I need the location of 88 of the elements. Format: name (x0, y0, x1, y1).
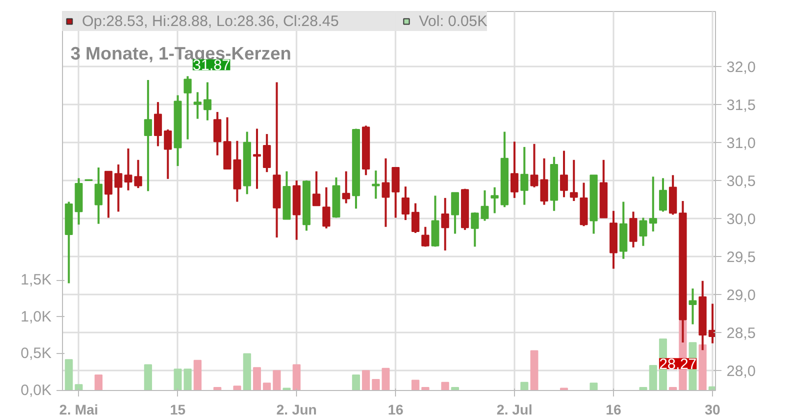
bar (272, 370, 281, 390)
x-tick-label: 16 (606, 402, 622, 418)
candlestick (490, 186, 499, 214)
annotation: 28,27 (659, 356, 697, 374)
candlestick (470, 211, 479, 248)
candlestick (312, 170, 320, 207)
legend-label: Op:28.53, Hi:28.88, Lo:28.36, Cl:28.45 (82, 12, 339, 30)
x-tick-label: 30 (704, 402, 721, 418)
candlestick (560, 150, 568, 198)
candlestick (342, 170, 350, 204)
y-tick-label: 30,5 (726, 172, 756, 190)
candlestick (659, 177, 667, 213)
bar (292, 364, 301, 390)
candlestick (480, 189, 489, 222)
y-tick-label: 28,5 (726, 325, 756, 342)
y-tick-label: 28,0 (726, 363, 756, 380)
candlestick (382, 157, 390, 228)
candlestick (510, 140, 518, 199)
candlestick (104, 170, 112, 219)
candlestick (322, 186, 330, 230)
bar (253, 367, 261, 390)
bar (590, 382, 598, 390)
bar (194, 360, 202, 390)
candlestick (411, 202, 420, 234)
bar (174, 368, 182, 390)
bar (184, 368, 192, 390)
candlestick (530, 142, 538, 188)
legend-label: Vol: 0.05K (418, 12, 488, 30)
candlestick (629, 210, 638, 248)
candlestick (262, 133, 271, 174)
bar (362, 370, 370, 390)
y2-tick-label: 1,5K (20, 272, 52, 289)
candlestick (154, 101, 162, 148)
y2-tick-label: 0,0K (20, 382, 52, 399)
bar (233, 386, 242, 390)
candlestick (94, 166, 103, 225)
candlestick (402, 186, 410, 222)
bar (64, 359, 73, 390)
x-tick-label: 2. Jun (276, 402, 317, 418)
y-tick-label: 29,5 (726, 249, 756, 266)
y2-tick-label: 0,5K (20, 345, 52, 362)
bar (94, 374, 103, 390)
bar (530, 350, 538, 390)
candlestick (570, 158, 578, 202)
candlestick (421, 226, 430, 248)
candlestick (134, 158, 142, 190)
candlestick (253, 128, 261, 190)
candlestick (520, 146, 528, 206)
candlestick (540, 157, 548, 206)
candlestick (372, 170, 380, 200)
y-tick-label: 31,5 (726, 96, 756, 114)
x-tick-label: 16 (388, 402, 404, 418)
bar (639, 387, 648, 390)
x-tick-label: 15 (170, 402, 186, 418)
y-tick-label: 32,0 (726, 58, 756, 76)
candlestick (688, 288, 697, 326)
candlestick (708, 302, 716, 344)
candlestick (124, 147, 132, 192)
bar (352, 374, 360, 390)
bar (520, 382, 528, 390)
bar (262, 382, 271, 390)
candlestick (441, 196, 450, 252)
candlestick (194, 91, 202, 120)
candlestick (164, 128, 172, 180)
bar (411, 380, 420, 390)
candlestick (213, 110, 222, 156)
candlestick (184, 75, 192, 140)
y-tick-label: 29,0 (726, 287, 756, 304)
y2-tick-label: 1,0K (20, 308, 52, 326)
bar (144, 364, 152, 390)
bar (649, 364, 658, 390)
candlestick (639, 216, 648, 247)
x-tick-label: 2. Mai (59, 402, 98, 418)
bar (382, 368, 390, 390)
candlestick (204, 81, 212, 122)
candlestick (144, 78, 152, 192)
bar (243, 353, 252, 390)
bar (441, 382, 450, 390)
y-tick-label: 31,0 (726, 134, 756, 152)
candlestick (451, 192, 460, 235)
bar (213, 387, 222, 390)
y-tick-label: 30,0 (726, 211, 756, 228)
x-tick-label: 2. Jul (496, 402, 532, 418)
candlestick (649, 176, 658, 232)
bar (421, 387, 430, 390)
candlestick (114, 163, 122, 213)
bar (698, 344, 707, 390)
bar (372, 378, 380, 390)
